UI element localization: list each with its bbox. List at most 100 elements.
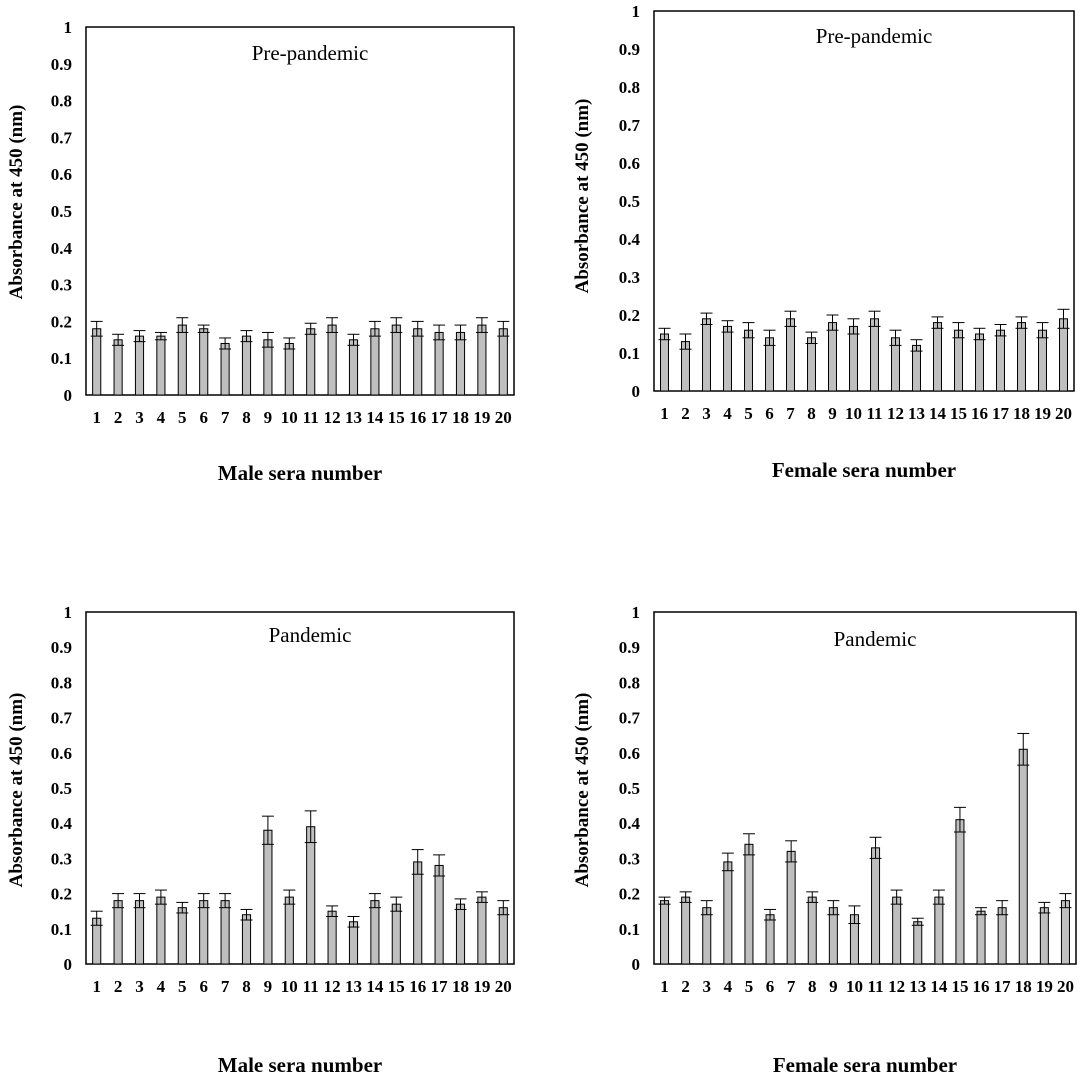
y-tick-label: 0.1 (619, 344, 640, 363)
x-tick-label: 13 (909, 977, 926, 996)
x-tick-label: 2 (114, 408, 123, 427)
y-tick-label: 0.2 (619, 885, 640, 904)
y-tick-label: 0.8 (619, 78, 640, 97)
y-tick-label: 0.6 (51, 744, 72, 763)
bar (807, 896, 817, 965)
plot-frame (653, 611, 1077, 965)
bar (413, 328, 423, 396)
bar (455, 331, 466, 396)
y-tick-label: 0.7 (619, 709, 641, 728)
bar (1017, 322, 1026, 392)
y-tick-label: 0.1 (51, 349, 72, 368)
bar (892, 896, 902, 965)
bar (413, 861, 423, 965)
x-axis-label: Male sera number (218, 1053, 382, 1077)
x-tick-label: 20 (1055, 404, 1072, 423)
bar (391, 324, 401, 396)
y-tick-label: 0.8 (51, 673, 72, 692)
x-tick-label: 8 (808, 977, 817, 996)
bar (134, 335, 145, 396)
bar (933, 322, 942, 392)
x-tick-label: 14 (366, 977, 384, 996)
x-tick-label: 9 (264, 408, 273, 427)
y-tick-label: 1 (632, 2, 641, 21)
y-tick-label: 0 (632, 382, 641, 401)
plot-frame (85, 26, 515, 396)
x-tick-label: 18 (1015, 977, 1032, 996)
bar (828, 907, 838, 965)
y-tick-label: 0.4 (619, 814, 641, 833)
bar (1039, 907, 1049, 965)
bar (241, 335, 252, 396)
bar (786, 850, 796, 965)
x-tick-label: 2 (681, 977, 690, 996)
bar (498, 907, 508, 965)
x-tick-label: 20 (1057, 977, 1074, 996)
x-tick-label: 14 (366, 408, 384, 427)
y-tick-label: 0.5 (51, 779, 72, 798)
bar (660, 900, 670, 965)
x-tick-label: 13 (908, 404, 925, 423)
x-tick-label: 1 (92, 977, 101, 996)
x-tick-label: 12 (888, 977, 905, 996)
bar (370, 900, 380, 965)
x-tick-label: 17 (994, 977, 1012, 996)
bar (477, 896, 487, 965)
y-axis-label: Absorbance at 450 (nm) (6, 693, 27, 888)
bar (455, 903, 466, 965)
y-tick-label: 0.5 (51, 202, 72, 221)
y-tick-label: 0.9 (619, 638, 640, 657)
x-tick-label: 10 (845, 404, 862, 423)
y-tick-label: 0.8 (619, 673, 640, 692)
bar (177, 907, 187, 965)
bar (370, 328, 380, 396)
bar (702, 907, 712, 965)
y-tick-label: 0.6 (619, 154, 640, 173)
y-tick-label: 0.2 (619, 306, 640, 325)
y-axis-label: Absorbance at 450 (nm) (572, 693, 593, 888)
x-tick-label: 4 (724, 977, 733, 996)
x-tick-label: 9 (828, 404, 837, 423)
bar (912, 344, 921, 392)
bar (786, 318, 795, 392)
y-tick-label: 0.7 (51, 128, 73, 147)
y-tick-label: 1 (64, 18, 73, 37)
bar (1018, 748, 1028, 965)
x-tick-label: 7 (221, 977, 230, 996)
x-tick-label: 17 (992, 404, 1010, 423)
bar (765, 914, 775, 965)
x-tick-label: 10 (281, 977, 298, 996)
x-tick-label: 16 (409, 977, 426, 996)
chart-panel-2: 00.10.20.30.40.50.60.70.80.911 2 3 4 5 6 7 8 9 10… (572, 2, 1075, 482)
bar (1060, 900, 1070, 965)
bar (156, 896, 166, 965)
x-tick-label: 15 (951, 977, 968, 996)
x-tick-label: 5 (178, 408, 187, 427)
x-tick-label: 7 (787, 977, 796, 996)
bar (134, 900, 145, 965)
bar (1038, 329, 1047, 392)
bar (744, 329, 753, 392)
y-tick-label: 0.2 (51, 312, 72, 331)
x-tick-label: 3 (135, 408, 144, 427)
chart-panel-1: 00.10.20.30.40.50.60.70.80.911 2 3 4 5 6 7 8 9 10… (6, 18, 515, 485)
x-tick-label: 8 (242, 977, 251, 996)
bar (284, 896, 294, 965)
y-tick-label: 0.7 (619, 116, 641, 135)
bar (263, 829, 273, 965)
y-tick-label: 0.8 (51, 92, 72, 111)
x-tick-label: 20 (495, 408, 512, 427)
x-tick-label: 20 (495, 977, 512, 996)
x-tick-label: 1 (660, 977, 669, 996)
chart-title: Pandemic (269, 623, 352, 647)
y-tick-label: 1 (64, 603, 73, 622)
bar (744, 843, 754, 965)
bar (434, 331, 444, 396)
x-tick-label: 9 (829, 977, 838, 996)
bar (177, 324, 187, 396)
bar (955, 819, 965, 965)
bar (934, 896, 944, 965)
bar (871, 847, 881, 965)
y-tick-label: 0 (64, 386, 73, 405)
x-tick-label: 3 (702, 404, 711, 423)
